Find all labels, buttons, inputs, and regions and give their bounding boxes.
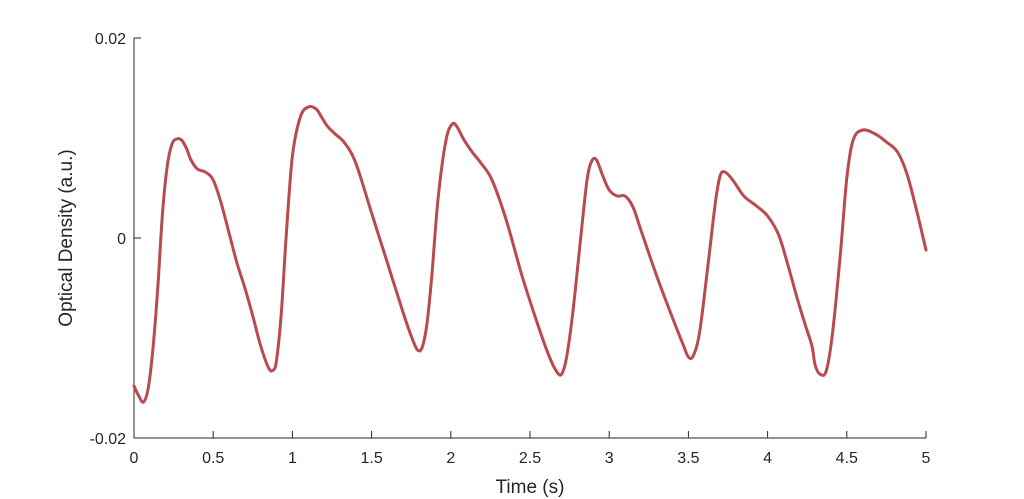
x-tick-label: 0.5 [202,450,224,467]
series-group [132,105,928,404]
x-tick-label: 2.5 [519,450,541,467]
x-tick-label: 4.5 [836,450,858,467]
x-tick-label: 3.5 [677,450,699,467]
x-tick-label: 4 [763,450,772,467]
x-tick-label: 1.5 [360,450,382,467]
y-axis-title: Optical Density (a.u.) [56,149,77,326]
y-tick-label: -0.02 [90,431,127,448]
x-axis-ticks: 0 0.5 1 1.5 2 2.5 3 3.5 4 4.5 5 [130,431,931,467]
y-tick-label: 0.02 [95,31,126,48]
x-tick-label: 5 [922,450,931,467]
x-tick-label: 1 [288,450,297,467]
optical-density-line [132,105,928,404]
x-tick-label: 0 [130,450,139,467]
x-tick-label: 2 [446,450,455,467]
y-tick-label: 0 [117,231,126,248]
y-axis-ticks: -0.02 0 0.02 [90,31,141,448]
x-tick-label: 3 [605,450,614,467]
x-axis-title: Time (s) [496,477,565,498]
